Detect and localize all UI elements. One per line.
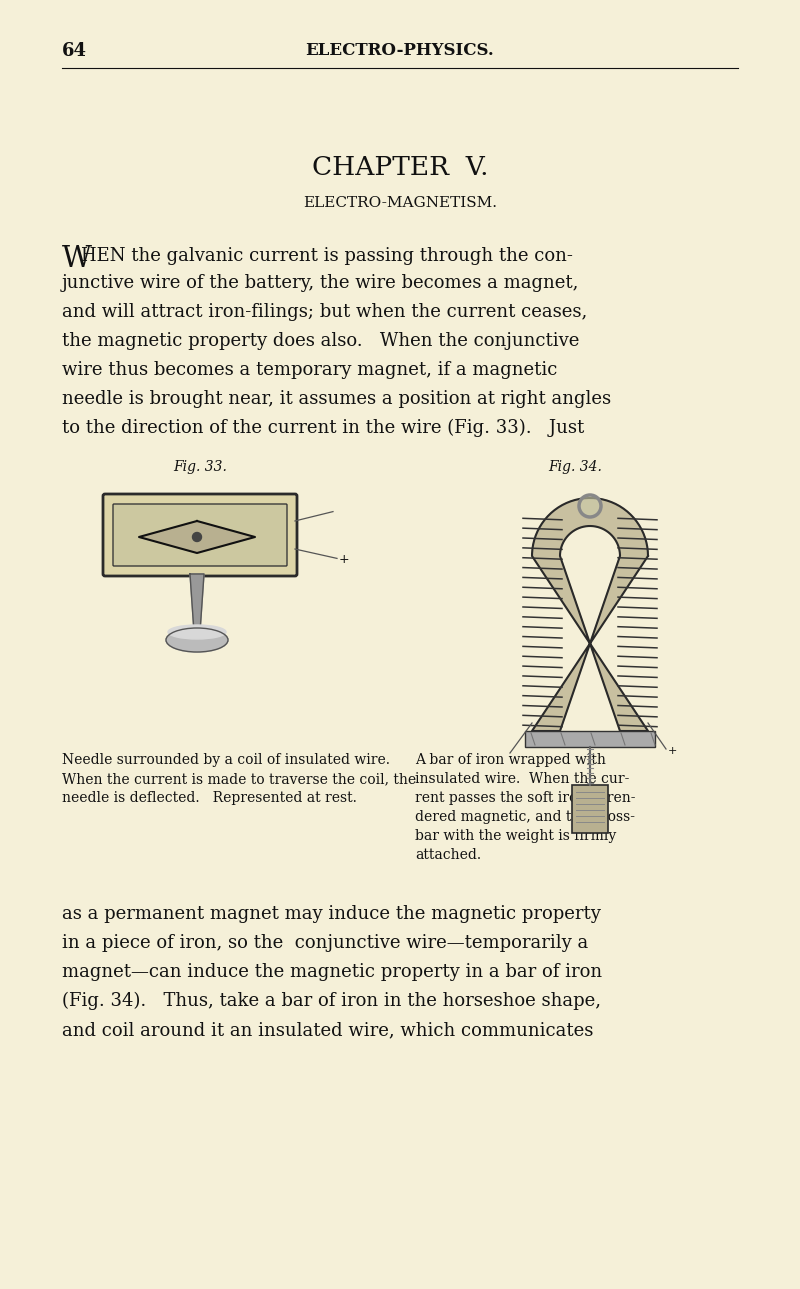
FancyBboxPatch shape [113, 504, 287, 566]
Text: as a permanent magnet may induce the magnetic property: as a permanent magnet may induce the mag… [62, 905, 601, 923]
Text: Needle surrounded by a coil of insulated wire.: Needle surrounded by a coil of insulated… [62, 753, 390, 767]
Text: ELECTRO-PHYSICS.: ELECTRO-PHYSICS. [306, 43, 494, 59]
Text: Fig. 34.: Fig. 34. [548, 460, 602, 474]
Ellipse shape [168, 625, 226, 639]
Text: W: W [62, 245, 92, 273]
Circle shape [579, 495, 601, 517]
Text: bar with the weight is firmly: bar with the weight is firmly [415, 829, 616, 843]
Polygon shape [139, 521, 255, 553]
Text: HEN the galvanic current is passing through the con-: HEN the galvanic current is passing thro… [81, 247, 573, 266]
Text: When the current is made to traverse the coil, the: When the current is made to traverse the… [62, 772, 416, 786]
Text: magnet—can induce the magnetic property in a bar of iron: magnet—can induce the magnetic property … [62, 963, 602, 981]
Circle shape [193, 532, 202, 541]
Polygon shape [532, 498, 648, 731]
Text: to the direction of the current in the wire (Fig. 33).   Just: to the direction of the current in the w… [62, 419, 584, 437]
Text: needle is deflected.   Represented at rest.: needle is deflected. Represented at rest… [62, 791, 357, 806]
Text: and will attract iron-filings; but when the current ceases,: and will attract iron-filings; but when … [62, 303, 587, 321]
Text: Fig. 33.: Fig. 33. [173, 460, 227, 474]
Text: dered magnetic, and the cross-: dered magnetic, and the cross- [415, 809, 635, 824]
FancyBboxPatch shape [103, 494, 297, 576]
Text: junctive wire of the battery, the wire becomes a magnet,: junctive wire of the battery, the wire b… [62, 275, 579, 293]
Text: insulated wire.  When the cur-: insulated wire. When the cur- [415, 772, 630, 786]
Text: CHAPTER  V.: CHAPTER V. [312, 155, 488, 180]
Text: and coil around it an insulated wire, which communicates: and coil around it an insulated wire, wh… [62, 1021, 594, 1039]
Text: rent passes the soft iron is ren-: rent passes the soft iron is ren- [415, 791, 635, 806]
Text: A bar of iron wrapped with: A bar of iron wrapped with [415, 753, 606, 767]
Text: wire thus becomes a temporary magnet, if a magnetic: wire thus becomes a temporary magnet, if… [62, 361, 558, 379]
Bar [572, 785, 608, 833]
Text: needle is brought near, it assumes a position at right angles: needle is brought near, it assumes a pos… [62, 391, 611, 409]
Bar [525, 731, 655, 748]
Text: ELECTRO-MAGNETISM.: ELECTRO-MAGNETISM. [303, 196, 497, 210]
Text: the magnetic property does also.   When the conjunctive: the magnetic property does also. When th… [62, 333, 579, 351]
Text: attached.: attached. [415, 848, 481, 862]
Text: +: + [668, 746, 678, 757]
Text: +: + [339, 553, 350, 566]
Ellipse shape [166, 628, 228, 652]
Text: 64: 64 [62, 43, 87, 61]
Polygon shape [190, 574, 204, 632]
Text: (Fig. 34).   Thus, take a bar of iron in the horseshoe shape,: (Fig. 34). Thus, take a bar of iron in t… [62, 993, 601, 1011]
Text: in a piece of iron, so the  conjunctive wire—temporarily a: in a piece of iron, so the conjunctive w… [62, 935, 588, 953]
